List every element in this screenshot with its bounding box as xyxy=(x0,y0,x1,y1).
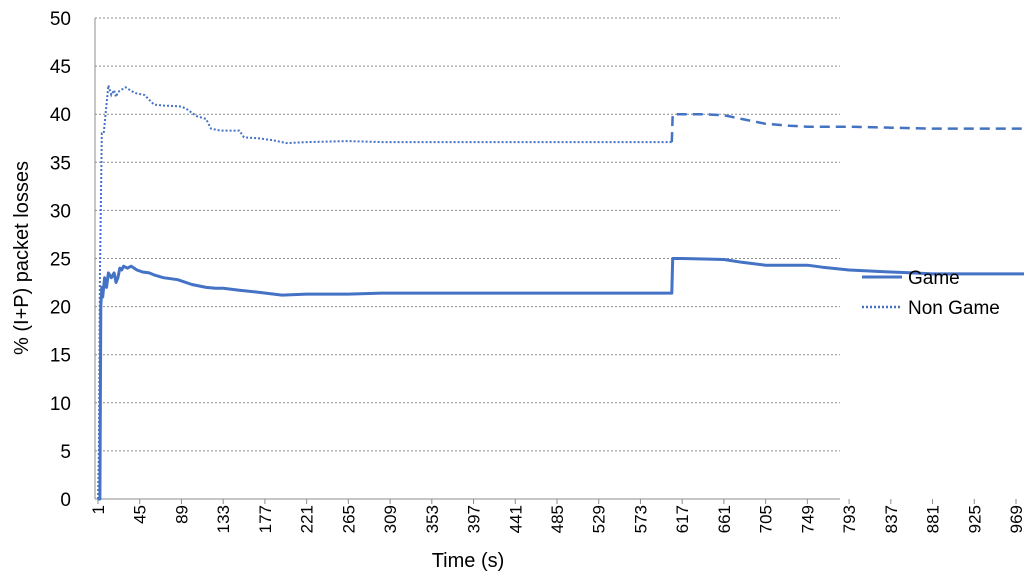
series-lines xyxy=(97,85,1024,501)
series-line-non-game-dotted xyxy=(97,85,672,500)
x-tick-labels: 1 45 89 133 177 221 265 309 353 397 441 485 529 573 61… xyxy=(89,505,1024,533)
y-tick-label: 10 xyxy=(50,394,71,415)
y-tick-label: 40 xyxy=(50,105,71,126)
x-tick-label: 837 xyxy=(882,505,901,533)
x-tick-label: 353 xyxy=(423,505,442,533)
y-tick-label: 25 xyxy=(50,250,71,271)
series-line-non-game-dashed xyxy=(670,112,1024,143)
x-tick-label: 89 xyxy=(172,505,191,524)
y-tick-label: 20 xyxy=(50,298,71,319)
x-tick-label: 969 xyxy=(1007,505,1024,533)
x-tick-label: 397 xyxy=(465,505,484,533)
y-tick-label: 30 xyxy=(50,201,71,222)
x-tick-label: 705 xyxy=(757,505,776,533)
x-tick-label: 881 xyxy=(924,505,943,533)
x-tick-label: 177 xyxy=(256,505,275,533)
x-tick-label: 793 xyxy=(840,505,859,533)
y-axis-label: % (I+P) packet losses xyxy=(11,161,33,355)
x-tick-label: 221 xyxy=(298,505,317,533)
x-tick-label: 573 xyxy=(631,505,650,533)
legend-label: Game xyxy=(908,268,960,289)
x-tick-label: 133 xyxy=(214,505,233,533)
series-line-game xyxy=(98,257,1024,501)
y-tick-label: 0 xyxy=(60,490,71,511)
axes xyxy=(94,18,1017,504)
y-tick-labels: 0 5 10 15 20 25 30 35 40 45 50 xyxy=(50,9,71,511)
gridlines xyxy=(95,17,840,452)
y-tick-label: 35 xyxy=(50,153,71,174)
x-tick-label: 45 xyxy=(131,505,150,524)
y-tick-label: 5 xyxy=(60,442,71,463)
y-tick-label: 15 xyxy=(50,346,71,367)
x-tick-label: 749 xyxy=(798,505,817,533)
x-tick-label: 265 xyxy=(339,505,358,533)
x-tick-label: 925 xyxy=(965,505,984,533)
y-tick-label: 45 xyxy=(50,57,71,78)
x-tick-label: 617 xyxy=(673,505,692,533)
x-tick-label: 309 xyxy=(381,505,400,533)
x-tick-label: 661 xyxy=(715,505,734,533)
x-tick-label: 529 xyxy=(590,505,609,533)
legend-label: Non Game xyxy=(908,298,1000,319)
x-tick-label: 1 xyxy=(89,505,108,514)
x-tick-label: 441 xyxy=(506,505,525,533)
legend: Game Non Game xyxy=(862,268,1000,319)
x-axis-label: Time (s) xyxy=(432,550,505,572)
x-tick-label: 485 xyxy=(548,505,567,533)
y-tick-label: 50 xyxy=(50,9,71,30)
